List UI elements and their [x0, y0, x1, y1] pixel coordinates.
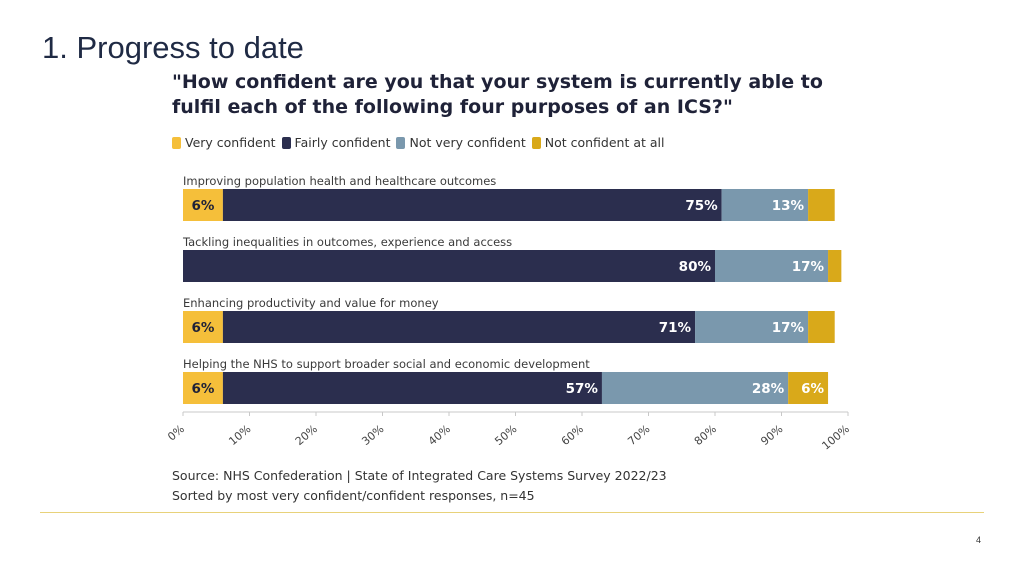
stacked-bar-chart: Improving population health and healthca…: [165, 174, 852, 453]
legend-swatch: [281, 136, 291, 149]
x-tick-label: 30%: [359, 422, 386, 448]
legend-swatch: [531, 136, 541, 149]
x-tick-label: 100%: [819, 422, 851, 452]
legend-label: Not confident at all: [544, 135, 665, 150]
data-label: 6%: [191, 381, 214, 397]
data-label: 80%: [679, 259, 712, 275]
data-label: 71%: [659, 320, 692, 336]
data-label: 17%: [772, 320, 805, 336]
slide-title: 1. Progress to date: [42, 30, 304, 65]
bar-segment: [601, 372, 789, 404]
bar-segment: [222, 189, 722, 221]
chart-title: "How confident are you that your system …: [172, 71, 823, 118]
legend-label: Not very confident: [409, 135, 526, 150]
bar-segment: [808, 311, 835, 343]
x-tick-label: 90%: [758, 422, 785, 448]
source-note: Source: NHS Confederation | State of Int…: [172, 466, 667, 506]
x-tick-label: 0%: [165, 422, 187, 443]
bar-segment: [695, 311, 809, 343]
category-label: Helping the NHS to support broader socia…: [183, 357, 590, 371]
bar-segment: [183, 372, 223, 404]
bar-segment: [222, 311, 696, 343]
x-tick-label: 60%: [559, 422, 586, 448]
legend-item-very-confident: Very confident: [172, 135, 276, 150]
x-tick-label: 20%: [293, 422, 320, 448]
x-tick-label: 70%: [625, 422, 652, 448]
bar-segment: [183, 250, 715, 282]
source-line: Source: NHS Confederation | State of Int…: [172, 468, 667, 483]
x-tick-label: 10%: [226, 422, 253, 448]
footer-divider: [40, 512, 984, 513]
data-label: 17%: [792, 259, 825, 275]
legend-label: Fairly confident: [294, 135, 391, 150]
data-label: 28%: [752, 381, 785, 397]
data-label: 13%: [772, 198, 805, 214]
legend-label: Very confident: [185, 135, 276, 150]
bar-segment: [721, 189, 809, 221]
legend-item-not-confident-at-all: Not confident at all: [531, 135, 665, 150]
bar-segment: [183, 311, 223, 343]
legend-item-not-very-confident: Not very confident: [396, 135, 526, 150]
data-label: 6%: [801, 381, 824, 397]
bar-segment: [828, 250, 842, 282]
bar-segment: [715, 250, 829, 282]
chart-legend: Very confident Fairly confident Not very…: [172, 135, 665, 150]
bar-segment: [222, 372, 602, 404]
page-number: 4: [976, 535, 982, 545]
category-label: Enhancing productivity and value for mon…: [183, 296, 439, 310]
data-label: 57%: [566, 381, 599, 397]
legend-swatch: [172, 136, 181, 149]
x-tick-label: 80%: [692, 422, 719, 448]
bar-segment: [183, 189, 223, 221]
bar-segment: [808, 189, 835, 221]
x-tick-label: 40%: [426, 422, 453, 448]
bar-segment: [788, 372, 829, 404]
legend-swatch: [396, 136, 406, 149]
data-label: 75%: [685, 198, 718, 214]
data-label: 6%: [191, 320, 214, 336]
sort-note-line: Sorted by most very confident/confident …: [172, 488, 535, 503]
category-label: Tackling inequalities in outcomes, exper…: [182, 235, 512, 249]
data-label: 6%: [191, 198, 214, 214]
legend-item-fairly-confident: Fairly confident: [281, 135, 391, 150]
category-label: Improving population health and healthca…: [183, 174, 496, 188]
x-tick-label: 50%: [492, 422, 519, 448]
